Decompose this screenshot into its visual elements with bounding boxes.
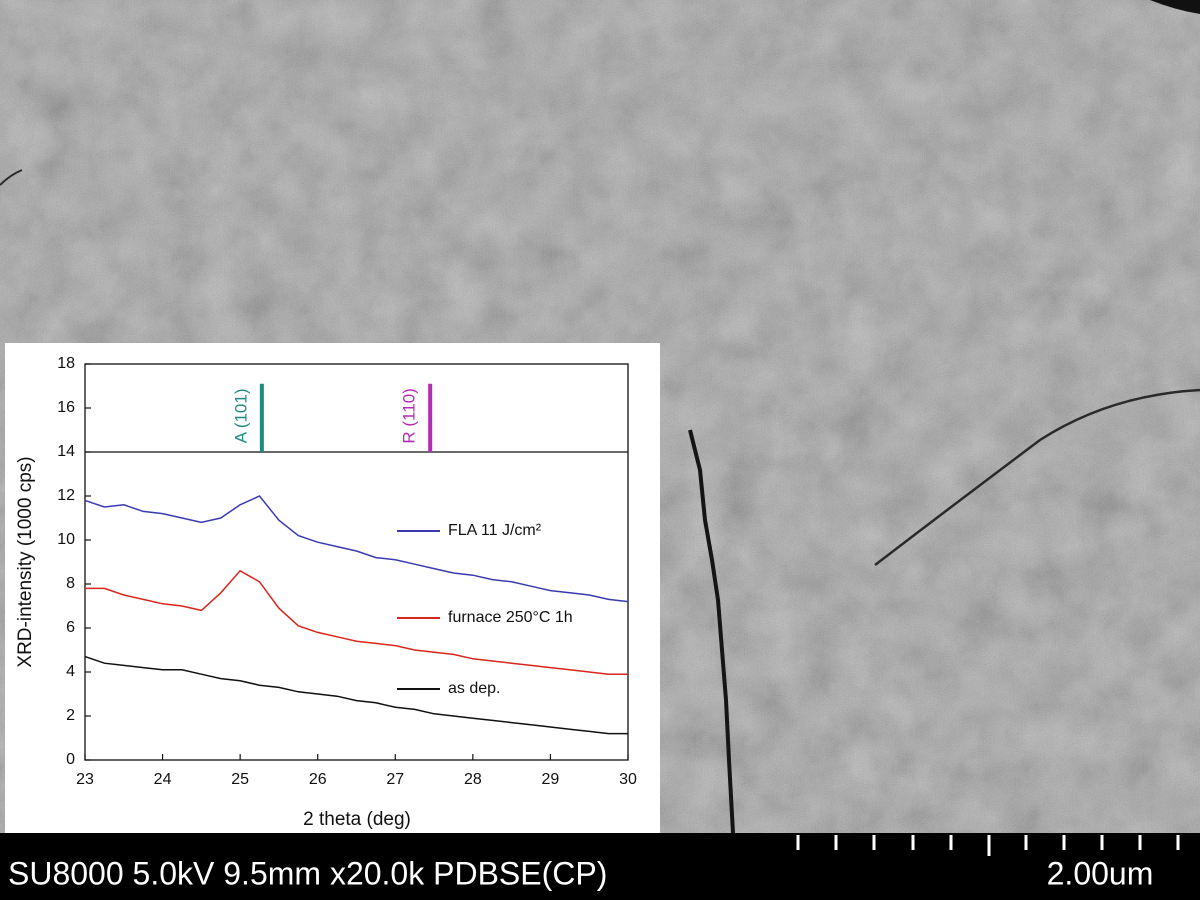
y-tick-label: 0: [66, 751, 75, 768]
x-tick-label: 30: [619, 771, 637, 788]
y-axis-label: XRD-intensity (1000 cps): [15, 456, 36, 667]
y-tick-label: 8: [66, 575, 75, 592]
scale-bar-label: 2.00um: [1047, 855, 1154, 891]
x-tick-label: 23: [76, 771, 94, 788]
series-line: [84, 655, 628, 735]
x-tick-label: 24: [154, 771, 172, 788]
reference-label: R (110): [400, 388, 419, 443]
x-tick-label: 25: [231, 771, 249, 788]
y-tick-label: 12: [57, 487, 75, 504]
y-tick-label: 14: [57, 443, 75, 460]
y-tick-label: 16: [57, 399, 75, 416]
crack: [688, 429, 735, 834]
legend-label: furnace 250°C 1h: [448, 609, 573, 626]
y-tick-label: 18: [57, 355, 75, 372]
x-tick-label: 26: [309, 771, 327, 788]
y-tick-label: 6: [66, 619, 75, 636]
instrument-caption: SU8000 5.0kV 9.5mm x20.0k PDBSE(CP): [8, 855, 607, 891]
edge-shadow: [1150, 0, 1200, 14]
x-tick-label: 29: [542, 771, 560, 788]
info-bar: [0, 833, 1200, 900]
crack: [0, 169, 23, 186]
legend-label: FLA 11 J/cm²: [448, 522, 542, 539]
y-tick-label: 4: [66, 663, 75, 680]
x-tick-label: 28: [464, 771, 482, 788]
legend-label: as dep.: [448, 680, 500, 697]
x-tick-label: 27: [386, 771, 404, 788]
plot-frame: [84, 363, 629, 761]
y-tick-label: 10: [57, 531, 75, 548]
series-line: [85, 569, 628, 675]
scale-ticks: [796, 835, 1180, 856]
inset-panel: [5, 343, 660, 833]
crack: [874, 388, 1200, 566]
y-tick-label: 2: [66, 707, 75, 724]
x-axis-label: 2 theta (deg): [303, 809, 411, 830]
series-line: [84, 495, 629, 603]
reference-label: A (101): [231, 388, 250, 443]
